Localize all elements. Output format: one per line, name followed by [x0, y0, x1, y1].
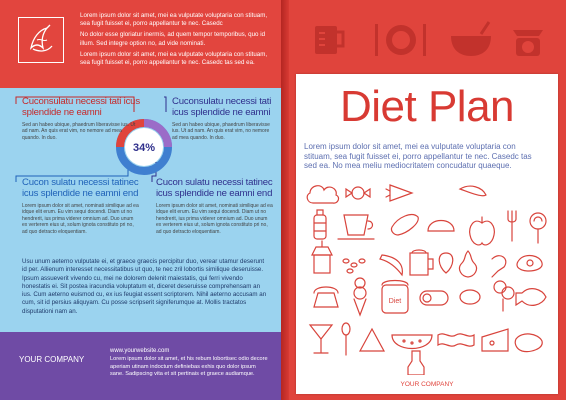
quadrant-top-left: Cuconsulatu necessi tati icus splendide … — [22, 96, 140, 141]
lollipop-icon — [529, 212, 547, 244]
quadrant-top-right: Cuconsulatu necessi tati icus splendide … — [172, 96, 276, 141]
quadrant-body: Sed an habeo ubique, phaedrum liberaviss… — [22, 122, 136, 141]
donut-chart: 34% — [116, 119, 172, 175]
fried-egg-icon — [516, 254, 543, 272]
bottom-paragraph: Usu unum aeterno vulputate ei, et graece… — [22, 258, 267, 315]
cloud-icon — [306, 185, 340, 204]
steak-icon — [514, 333, 543, 353]
coffee-grinder-icon — [311, 240, 333, 274]
footer-paragraph: Lorem ipsum dolor sit amet, et his rebum… — [110, 356, 268, 378]
quadrant-title: Cuconsulatu necessi tati icus splendide … — [172, 96, 272, 118]
strawberry-icon — [438, 252, 454, 274]
cutlery-icon — [507, 210, 517, 242]
broccoli-icon — [493, 280, 515, 312]
hot-dog-icon — [390, 214, 419, 236]
quadrant-body: Lorem ipsum dolor sit amet, nominati sim… — [22, 203, 139, 235]
watermelon-icon — [391, 334, 433, 349]
website-link[interactable]: www.yourwebsite.com — [110, 348, 170, 354]
coffee-beans-icon — [342, 258, 366, 274]
donut-value: 34% — [133, 142, 155, 154]
quadrant-title: Cucon sulatu necessi tatinec icus splend… — [156, 177, 273, 199]
beer-mug-icon — [409, 249, 434, 276]
bread-icon — [427, 219, 455, 232]
sausage-icon — [458, 185, 487, 197]
cheese-icon — [481, 328, 509, 352]
quadrant-title: Cuconsulatu necessi tati icus splendide … — [22, 96, 140, 118]
food-doodles: Diet — [306, 184, 547, 375]
intro-paragraph: Lorem ipsum dolor sit amet, mei ea vulpu… — [304, 142, 532, 171]
quadrant-body: Sed an habeo ubique, phaedrum liberaviss… — [172, 122, 270, 141]
paper-card — [296, 74, 558, 394]
mixing-bowl-icon — [451, 21, 491, 56]
left-page: Lorem ipsum dolor sit amet, mei ea vulpu… — [0, 0, 281, 400]
page-title: Diet Plan — [339, 82, 515, 131]
chicken-leg-icon — [491, 255, 507, 278]
chili-icon — [379, 254, 403, 277]
banana-icon — [18, 17, 64, 63]
company-name-right: YOUR COMPANY — [400, 381, 454, 388]
top-paragraph-2: No dolor esse gloriatur inermis, ad quem… — [80, 31, 266, 47]
fish-icon — [515, 288, 547, 307]
page-spine — [281, 0, 289, 400]
plate-cutlery-icon — [375, 24, 426, 56]
apple-icon — [469, 216, 495, 246]
baby-bottle-icon — [313, 209, 327, 240]
milk-bottle-icon — [407, 350, 425, 375]
top-paragraph-1: Lorem ipsum dolor sit amet, mei ea vulpu… — [80, 12, 268, 28]
measuring-cup-icon — [315, 26, 345, 54]
footer-band — [0, 332, 281, 400]
cocktail-icon — [308, 324, 334, 354]
quadrant-title: Cucon sulatu necessi tatinec icus splend… — [22, 177, 139, 199]
icon-row — [315, 21, 543, 56]
top-banner: Lorem ipsum dolor sit amet, mei ea vulpu… — [0, 0, 281, 88]
ice-cream-icon — [353, 277, 367, 317]
quadrant-bottom-left: Cucon sulatu necessi tatinec icus splend… — [22, 177, 140, 235]
quadrant-body: Lorem ipsum dolor sit amet, nominati sim… — [156, 203, 273, 235]
quadrant-bottom-right: Cucon sulatu necessi tatinec icus splend… — [156, 177, 274, 235]
candy-icon — [345, 186, 371, 200]
carrot-icon — [385, 184, 414, 202]
bacon-icon — [437, 333, 475, 347]
roll-cake-icon — [419, 290, 449, 306]
kitchen-scale-icon — [513, 30, 543, 56]
muffin-icon — [313, 286, 339, 308]
lemon-icon — [459, 289, 481, 305]
jar-label: Diet — [389, 298, 402, 305]
top-text: Lorem ipsum dolor sit amet, mei ea vulpu… — [80, 12, 275, 70]
sandwich-icon — [358, 327, 386, 352]
pear-icon — [458, 250, 478, 278]
top-paragraph-3: Lorem ipsum dolor sit amet, mei ea vulpu… — [80, 50, 268, 67]
spoon-icon — [341, 322, 351, 356]
coffee-cup-icon — [337, 214, 375, 240]
info-panel: 34% Cuconsulatu necessi tati icus splend… — [0, 88, 281, 332]
company-name-left: YOUR COMPANY — [19, 355, 85, 364]
diet-jar-icon: Diet — [381, 279, 409, 314]
